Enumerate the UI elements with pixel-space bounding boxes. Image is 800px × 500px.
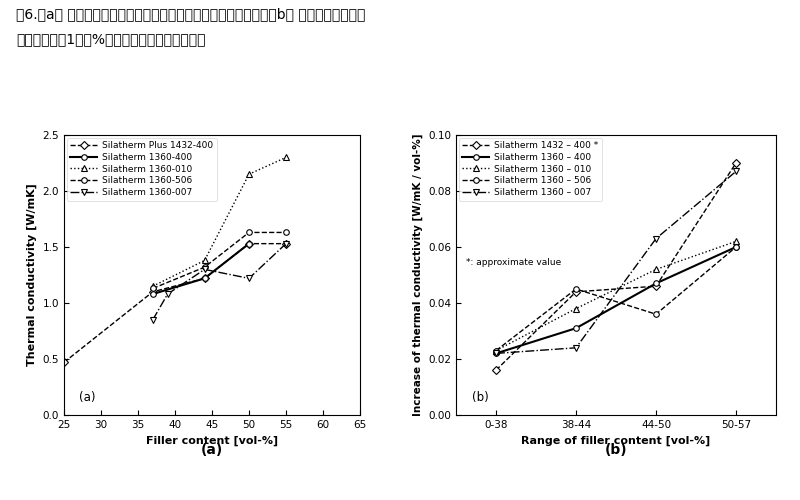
Silatherm Plus 1432-400 — [148, 289, 158, 295]
Legend: Silatherm Plus 1432-400, Silatherm 1360-400, Silatherm 1360-010, Silatherm 1360-: Silatherm Plus 1432-400, Silatherm 1360-… — [66, 138, 217, 201]
Silatherm 1360 – 400 — [571, 325, 581, 331]
X-axis label: Filler content [vol-%]: Filler content [vol-%] — [146, 436, 278, 446]
Silatherm 1360-010 — [244, 171, 254, 177]
Silatherm Plus 1432-400 — [282, 240, 291, 246]
Y-axis label: Increase of thermal conductivity [W/mK / vol-%]: Increase of thermal conductivity [W/mK /… — [412, 134, 422, 416]
Y-axis label: Thermal conductivity [W/mK]: Thermal conductivity [W/mK] — [26, 184, 37, 366]
Silatherm 1360 – 007 — [571, 345, 581, 351]
Line: Silatherm 1432 – 400 *: Silatherm 1432 – 400 * — [494, 160, 738, 373]
Silatherm 1360-506 — [148, 286, 158, 292]
Silatherm 1432 – 400 * — [571, 289, 581, 295]
Silatherm 1432 – 400 * — [731, 160, 741, 166]
X-axis label: Range of filler content [vol-%]: Range of filler content [vol-%] — [522, 436, 710, 446]
Text: 图6.（a） 测量具有不同填料和填料含量的复合材料的导热系数；（b） 在不同的填料含量: 图6.（a） 测量具有不同填料和填料含量的复合材料的导热系数；（b） 在不同的填… — [16, 8, 366, 22]
Silatherm 1360-506 — [200, 264, 210, 270]
Line: Silatherm Plus 1432-400: Silatherm Plus 1432-400 — [62, 241, 289, 365]
Silatherm 1360-506 — [282, 230, 291, 235]
Silatherm 1360-007 — [244, 276, 254, 281]
Text: (b): (b) — [605, 443, 627, 457]
Silatherm 1360 – 010 — [651, 266, 661, 272]
Silatherm 1360-007 — [282, 240, 291, 246]
Silatherm 1360 – 506 — [571, 286, 581, 292]
Silatherm 1360-400 — [148, 291, 158, 297]
Silatherm 1360 – 400 — [491, 350, 501, 356]
Line: Silatherm 1360-400: Silatherm 1360-400 — [150, 241, 252, 297]
Text: 范围内，增加1体积%的填料，从而提高导热性。: 范围内，增加1体积%的填料，从而提高导热性。 — [16, 32, 206, 46]
Silatherm 1360-007 — [148, 317, 158, 323]
Silatherm 1360 – 007 — [651, 236, 661, 242]
Silatherm 1360 – 010 — [491, 348, 501, 354]
Line: Silatherm 1360 – 010: Silatherm 1360 – 010 — [494, 238, 738, 354]
Text: (a): (a) — [201, 443, 223, 457]
Silatherm 1360-010 — [148, 283, 158, 289]
Silatherm 1360 – 506 — [491, 348, 501, 354]
Silatherm 1360-007 — [200, 266, 210, 272]
Line: Silatherm 1360-007: Silatherm 1360-007 — [150, 241, 289, 322]
Text: (a): (a) — [78, 391, 95, 404]
Silatherm 1360 – 506 — [651, 311, 661, 317]
Line: Silatherm 1360-010: Silatherm 1360-010 — [150, 154, 289, 289]
Silatherm 1360 – 007 — [491, 350, 501, 356]
Silatherm 1360-400 — [244, 240, 254, 246]
Text: *: approximate value: *: approximate value — [466, 258, 561, 267]
Line: Silatherm 1360-506: Silatherm 1360-506 — [150, 230, 289, 291]
Silatherm 1360-010 — [282, 154, 291, 160]
Silatherm 1360 – 400 — [651, 280, 661, 286]
Silatherm 1360 – 400 — [731, 244, 741, 250]
Silatherm 1432 – 400 * — [651, 283, 661, 289]
Silatherm Plus 1432-400 — [200, 276, 210, 281]
Silatherm 1432 – 400 * — [491, 367, 501, 373]
Silatherm Plus 1432-400 — [244, 240, 254, 246]
Silatherm 1360 – 010 — [571, 306, 581, 312]
Silatherm 1360-010 — [200, 258, 210, 264]
Text: (b): (b) — [472, 391, 489, 404]
Line: Silatherm 1360 – 007: Silatherm 1360 – 007 — [494, 168, 738, 356]
Silatherm 1360 – 010 — [731, 238, 741, 244]
Silatherm 1360-506 — [244, 230, 254, 235]
Line: Silatherm 1360 – 400: Silatherm 1360 – 400 — [494, 244, 738, 356]
Silatherm 1360 – 007 — [731, 168, 741, 174]
Silatherm Plus 1432-400 — [59, 360, 69, 366]
Line: Silatherm 1360 – 506: Silatherm 1360 – 506 — [494, 244, 738, 354]
Silatherm 1360-400 — [200, 276, 210, 281]
Silatherm 1360 – 506 — [731, 244, 741, 250]
Legend: Silatherm 1432 – 400 *, Silatherm 1360 – 400, Silatherm 1360 – 010, Silatherm 13: Silatherm 1432 – 400 *, Silatherm 1360 –… — [458, 138, 602, 201]
Silatherm 1360-007 — [163, 291, 173, 297]
